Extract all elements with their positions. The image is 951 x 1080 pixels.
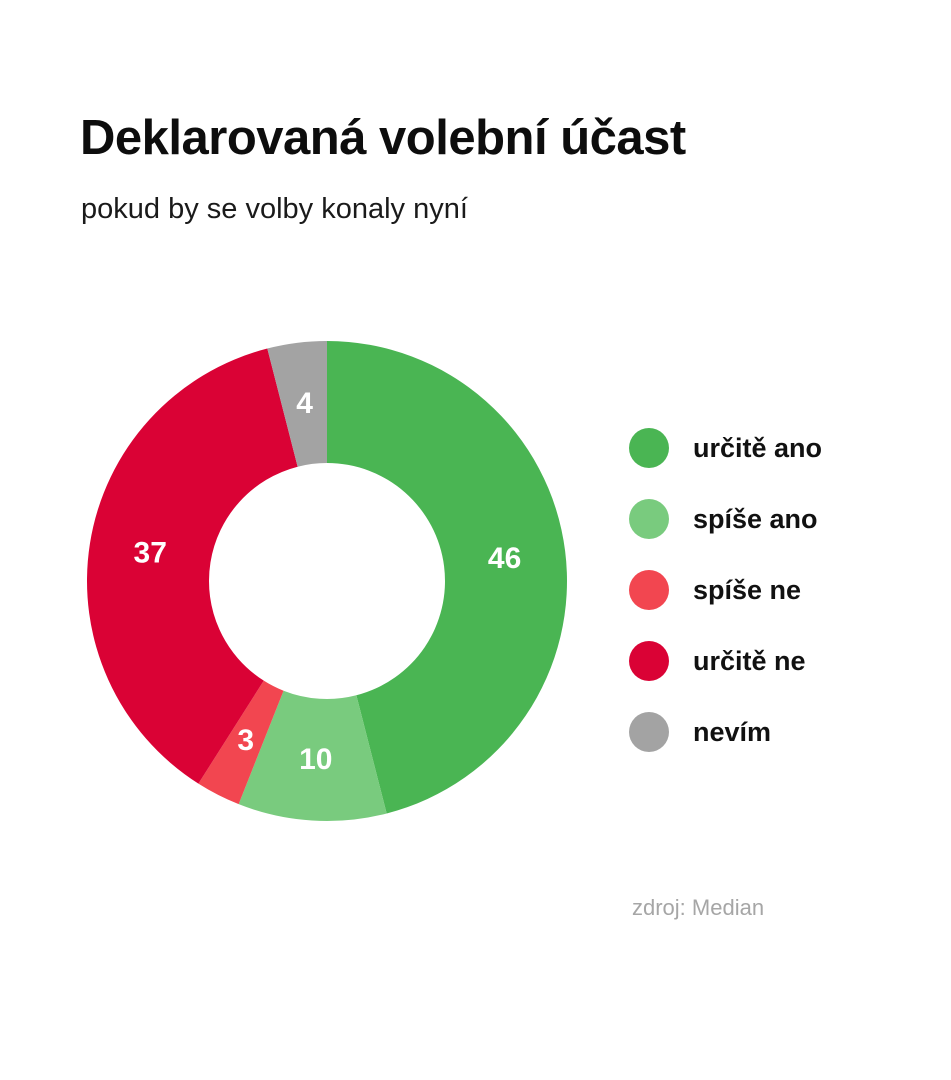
chart-title: Deklarovaná volební účast bbox=[80, 111, 686, 165]
legend-label: spíše ne bbox=[693, 574, 802, 605]
legend-item-spise-ano: spíše ano bbox=[629, 498, 818, 540]
donut-slices bbox=[87, 341, 568, 821]
chart-source: zdroj: Median bbox=[632, 895, 765, 920]
legend-label: spíše ano bbox=[693, 503, 818, 534]
legend-swatch bbox=[629, 499, 669, 539]
slice-value-label-nevim: 4 bbox=[296, 387, 313, 420]
legend-label: určitě ne bbox=[693, 645, 806, 676]
slice-value-label-urcite-ano: 46 bbox=[488, 542, 521, 575]
slice-urcite-ano bbox=[327, 341, 568, 814]
slice-value-label-urcite-ne: 37 bbox=[134, 536, 167, 569]
legend-label: nevím bbox=[693, 716, 772, 747]
slice-value-label-spise-ne: 3 bbox=[237, 724, 254, 757]
donut-slice-labels: 46 10 3 37 4 bbox=[134, 387, 522, 776]
legend-item-spise-ne: spíše ne bbox=[629, 569, 801, 611]
slice-urcite-ne bbox=[87, 348, 298, 784]
slice-value-label-spise-ano: 10 bbox=[299, 743, 332, 776]
legend-swatch bbox=[629, 428, 669, 468]
legend-swatch bbox=[629, 712, 669, 752]
legend-item-urcite-ne: určitě ne bbox=[629, 640, 806, 682]
legend-swatch bbox=[629, 641, 669, 681]
slice-spise-ano bbox=[238, 690, 387, 821]
legend-swatch bbox=[629, 570, 669, 610]
slice-nevim bbox=[267, 341, 327, 467]
legend-item-nevim: nevím bbox=[629, 711, 771, 753]
slice-spise-ne bbox=[198, 680, 284, 805]
legend-label: určitě ano bbox=[693, 432, 823, 463]
legend-item-urcite-ano: určitě ano bbox=[629, 427, 822, 469]
chart-subtitle: pokud by se volby konaly nyní bbox=[81, 193, 468, 225]
